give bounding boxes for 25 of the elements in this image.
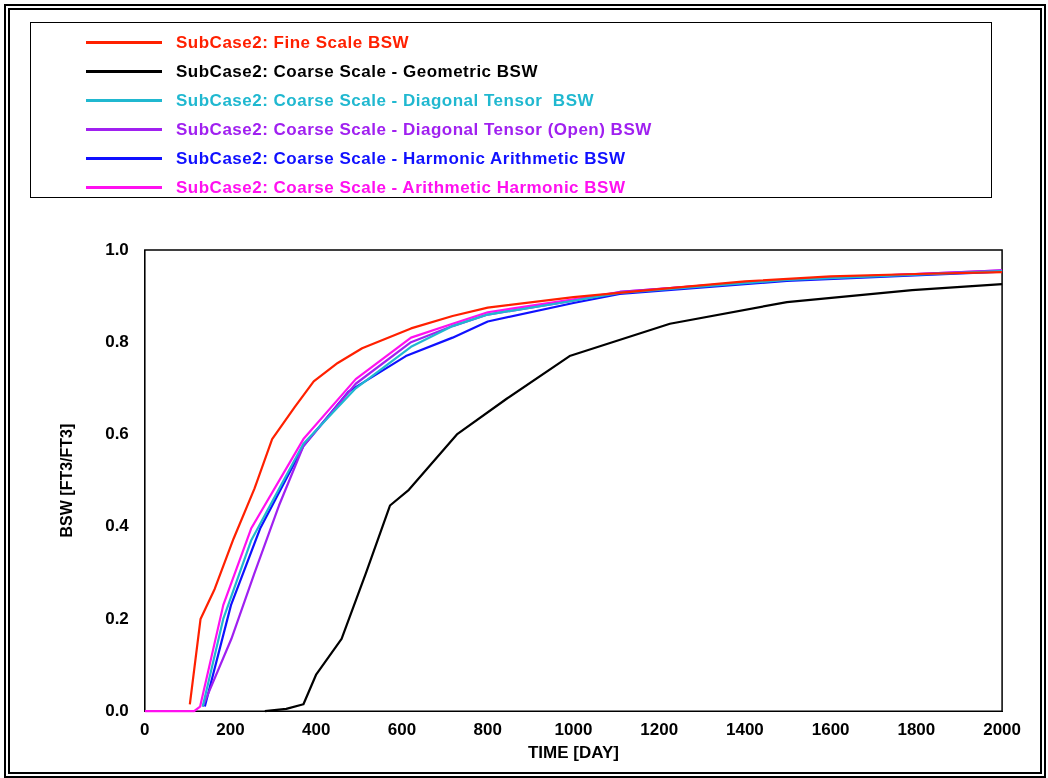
x-tick-label: 1000 — [554, 720, 593, 740]
y-tick-label: 0.6 — [105, 424, 129, 444]
x-tick-label: 800 — [473, 720, 502, 740]
y-tick-label: 0.0 — [105, 700, 129, 720]
x-tick-label: 400 — [302, 720, 331, 740]
x-tick-label: 0 — [140, 720, 150, 740]
x-tick-label: 1600 — [811, 720, 850, 740]
legend-label: SubCase2: Fine Scale BSW — [176, 32, 410, 53]
y-tick-label: 1.0 — [105, 239, 129, 259]
legend-label: SubCase2: Coarse Scale - Geometric BSW — [176, 61, 538, 82]
legend-label: SubCase2: Coarse Scale - Diagonal Tensor BSW — [176, 90, 595, 111]
legend-label: SubCase2: Coarse Scale - Diagonal Tensor (Open) BSW — [176, 119, 652, 140]
x-tick-label: 1400 — [726, 720, 764, 740]
x-tick-label: 200 — [216, 720, 245, 740]
x-axis-title: TIME [DAY] — [527, 743, 619, 763]
y-tick-label: 0.8 — [105, 331, 129, 351]
y-tick-label: 0.4 — [105, 516, 130, 536]
x-tick-label: 2000 — [983, 720, 1021, 740]
legend-label: SubCase2: Coarse Scale - Arithmetic Harmonic BSW — [176, 177, 626, 198]
x-tick-label: 1800 — [897, 720, 936, 740]
x-tick-label: 1200 — [640, 720, 679, 740]
x-tick-label: 600 — [387, 720, 417, 740]
y-axis-title: BSW [FT3/FT3] — [58, 423, 76, 538]
legend-label: SubCase2: Coarse Scale - Harmonic Arithmetic BSW — [176, 148, 626, 169]
y-tick-label: 0.2 — [105, 608, 129, 628]
